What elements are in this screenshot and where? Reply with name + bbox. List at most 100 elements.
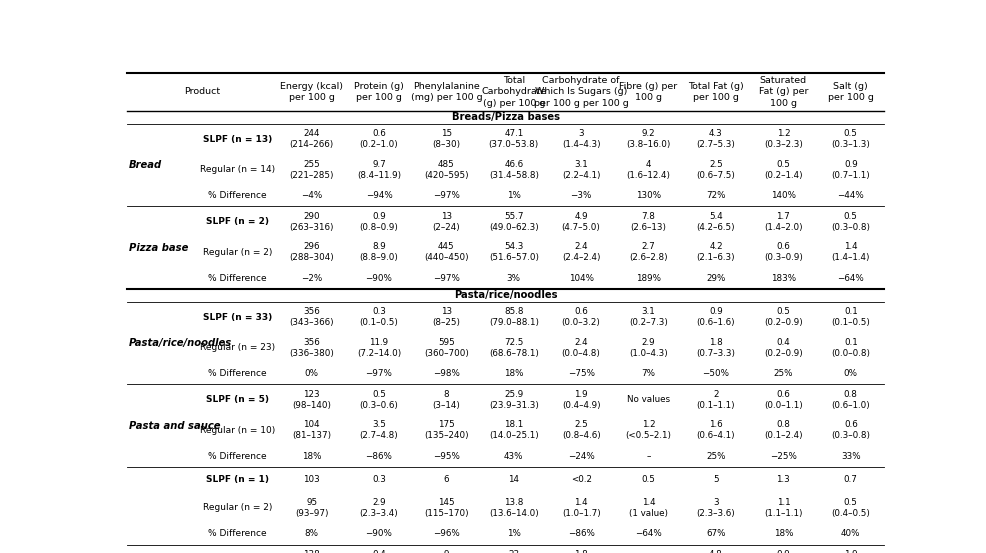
Text: Regular (n = 2): Regular (n = 2)	[202, 503, 272, 513]
Text: 1.6
(0.6–4.1): 1.6 (0.6–4.1)	[696, 420, 735, 441]
Text: No values: No values	[626, 395, 669, 404]
Text: Regular (n = 14): Regular (n = 14)	[199, 165, 275, 174]
Text: 18%: 18%	[504, 369, 523, 378]
Text: 0.9
(0.6–1.6): 0.9 (0.6–1.6)	[696, 307, 735, 327]
Text: Total
Carbohydrate
(g) per 100 g: Total Carbohydrate (g) per 100 g	[480, 76, 546, 107]
Text: 3.5
(2.7–4.8): 3.5 (2.7–4.8)	[359, 420, 398, 441]
Text: SLPF (n = 1): SLPF (n = 1)	[206, 476, 268, 484]
Text: 4.8
(4.5–5.1): 4.8 (4.5–5.1)	[696, 550, 735, 553]
Text: 0.6
(0.0–1.1): 0.6 (0.0–1.1)	[763, 390, 802, 410]
Text: 1.9
(1.6–2.3): 1.9 (1.6–2.3)	[830, 550, 870, 553]
Text: 67%: 67%	[706, 529, 725, 539]
Text: 8
(3–14): 8 (3–14)	[432, 390, 459, 410]
Text: Fibre (g) per
100 g: Fibre (g) per 100 g	[619, 82, 677, 102]
Text: 1%: 1%	[507, 529, 521, 539]
Text: Phenylalanine
(mg) per 100 g: Phenylalanine (mg) per 100 g	[410, 82, 482, 102]
Text: 15
(8–30): 15 (8–30)	[432, 129, 460, 149]
Text: 485
(420–595): 485 (420–595)	[424, 160, 468, 180]
Text: 0.5
(0.2–0.9): 0.5 (0.2–0.9)	[763, 307, 802, 327]
Text: SLPF (n = 2): SLPF (n = 2)	[206, 217, 268, 226]
Text: −24%: −24%	[567, 452, 594, 461]
Text: 183%: 183%	[770, 274, 795, 283]
Text: 2.4
(2.4–2.4): 2.4 (2.4–2.4)	[561, 242, 599, 263]
Text: 6: 6	[443, 476, 449, 484]
Text: 0.5
(0.3–1.3): 0.5 (0.3–1.3)	[830, 129, 870, 149]
Text: <0.2: <0.2	[570, 476, 591, 484]
Text: 0.9
(0.7–1.1): 0.9 (0.7–1.1)	[830, 160, 870, 180]
Text: 138
(136–140): 138 (136–140)	[289, 550, 333, 553]
Text: 0.4
(0.2–0.9): 0.4 (0.2–0.9)	[763, 338, 802, 358]
Text: 40%: 40%	[840, 529, 860, 539]
Text: Regular (n = 23): Regular (n = 23)	[199, 343, 275, 352]
Text: % Difference: % Difference	[208, 529, 266, 539]
Text: 33%: 33%	[840, 452, 860, 461]
Text: 0.8
(0.1–2.4): 0.8 (0.1–2.4)	[763, 420, 802, 441]
Text: 1.4
(1.0–1.7): 1.4 (1.0–1.7)	[561, 498, 599, 518]
Text: 29%: 29%	[706, 274, 725, 283]
Text: 0.9
(0.8–0.9): 0.9 (0.8–0.9)	[359, 212, 398, 232]
Text: 25%: 25%	[706, 452, 725, 461]
Text: 47.1
(37.0–53.8): 47.1 (37.0–53.8)	[488, 129, 538, 149]
Text: 0.5
(0.4–0.5): 0.5 (0.4–0.5)	[830, 498, 870, 518]
Text: −90%: −90%	[365, 529, 392, 539]
Text: 445
(440–450): 445 (440–450)	[424, 242, 468, 263]
Text: −86%: −86%	[567, 529, 594, 539]
Text: 0.1
(0.0–0.8): 0.1 (0.0–0.8)	[830, 338, 870, 358]
Text: 296
(288–304): 296 (288–304)	[289, 242, 333, 263]
Text: 2.5
(0.6–7.5): 2.5 (0.6–7.5)	[696, 160, 735, 180]
Text: Risotto: Risotto	[128, 501, 169, 511]
Text: 72%: 72%	[706, 191, 725, 200]
Text: 0.6
(0.3–0.8): 0.6 (0.3–0.8)	[830, 420, 870, 441]
Text: −44%: −44%	[836, 191, 864, 200]
Text: −97%: −97%	[433, 274, 459, 283]
Text: 1.2
(<0.5–2.1): 1.2 (<0.5–2.1)	[625, 420, 670, 441]
Text: 244
(214–266): 244 (214–266)	[289, 129, 333, 149]
Text: 595
(360–700): 595 (360–700)	[424, 338, 468, 358]
Text: 1.9
(0.4–4.9): 1.9 (0.4–4.9)	[561, 390, 599, 410]
Text: 1.2
(0.3–2.3): 1.2 (0.3–2.3)	[763, 129, 802, 149]
Text: −96%: −96%	[433, 529, 459, 539]
Text: −3%: −3%	[570, 191, 592, 200]
Text: 189%: 189%	[635, 274, 661, 283]
Text: 4.2
(2.1–6.3): 4.2 (2.1–6.3)	[696, 242, 735, 263]
Text: 0%: 0%	[305, 369, 318, 378]
Text: −95%: −95%	[433, 452, 459, 461]
Text: 14: 14	[508, 476, 519, 484]
Text: −50%: −50%	[702, 369, 729, 378]
Text: 85.8
(79.0–88.1): 85.8 (79.0–88.1)	[488, 307, 538, 327]
Text: Energy (kcal)
per 100 g: Energy (kcal) per 100 g	[280, 82, 343, 102]
Text: 356
(343–366): 356 (343–366)	[289, 307, 333, 327]
Text: 3%: 3%	[506, 274, 521, 283]
Text: 130%: 130%	[635, 191, 661, 200]
Text: 356
(336–380): 356 (336–380)	[289, 338, 333, 358]
Text: 0.1
(0.1–0.5): 0.1 (0.1–0.5)	[830, 307, 870, 327]
Text: 1.1
(1.1–1.1): 1.1 (1.1–1.1)	[763, 498, 802, 518]
Text: −64%: −64%	[635, 529, 662, 539]
Text: Pasta/rice/noodles: Pasta/rice/noodles	[128, 338, 232, 348]
Text: 3.1
(2.2–4.1): 3.1 (2.2–4.1)	[561, 160, 599, 180]
Text: 18%: 18%	[773, 529, 793, 539]
Text: SLPF (n = 33): SLPF (n = 33)	[202, 312, 272, 322]
Text: 0.6
(0.0–3.2): 0.6 (0.0–3.2)	[561, 307, 600, 327]
Text: 1.7
(1.4–2.0): 1.7 (1.4–2.0)	[763, 212, 802, 232]
Text: 0.5
(0.3–0.8): 0.5 (0.3–0.8)	[830, 212, 870, 232]
Text: 2.5
(0.8–4.6): 2.5 (0.8–4.6)	[561, 420, 599, 441]
Text: 7%: 7%	[641, 369, 655, 378]
Text: 0.4
(0.3–0.6): 0.4 (0.3–0.6)	[359, 550, 398, 553]
Text: –: –	[646, 452, 650, 461]
Text: SLPF (n = 5): SLPF (n = 5)	[206, 395, 268, 404]
Text: −2%: −2%	[301, 274, 321, 283]
Text: 104%: 104%	[568, 274, 594, 283]
Text: 4.3
(2.7–5.3): 4.3 (2.7–5.3)	[696, 129, 735, 149]
Text: 0.3: 0.3	[372, 476, 386, 484]
Text: Pasta and sauce: Pasta and sauce	[128, 421, 220, 431]
Text: −75%: −75%	[567, 369, 595, 378]
Text: −4%: −4%	[301, 191, 321, 200]
Text: 104
(81–137): 104 (81–137)	[292, 420, 331, 441]
Text: % Difference: % Difference	[208, 191, 266, 200]
Text: 55.7
(49.0–62.3): 55.7 (49.0–62.3)	[488, 212, 538, 232]
Text: 18%: 18%	[302, 452, 321, 461]
Text: 7.8
(2.6–13): 7.8 (2.6–13)	[630, 212, 666, 232]
Text: Saturated
Fat (g) per
100 g: Saturated Fat (g) per 100 g	[758, 76, 808, 107]
Text: 3
(2.3–3.6): 3 (2.3–3.6)	[696, 498, 735, 518]
